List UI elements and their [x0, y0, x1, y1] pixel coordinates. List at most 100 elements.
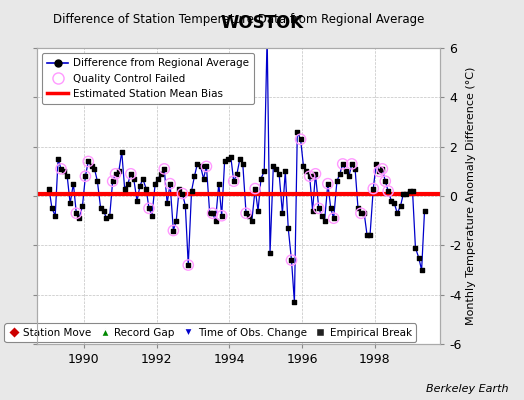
- Point: [105, 212, 114, 219]
- Point: [357, 210, 365, 216]
- Point: [51, 212, 59, 219]
- Point: [318, 212, 326, 219]
- Point: [302, 168, 311, 174]
- Point: [393, 210, 401, 216]
- Point: [402, 190, 410, 197]
- Point: [93, 178, 102, 184]
- Point: [339, 161, 347, 167]
- Point: [406, 188, 414, 194]
- Point: [157, 170, 165, 177]
- Point: [151, 180, 159, 187]
- Point: [387, 198, 396, 204]
- Point: [181, 203, 190, 209]
- Point: [297, 136, 305, 142]
- Point: [248, 218, 256, 224]
- Point: [145, 205, 153, 212]
- Point: [145, 205, 153, 212]
- Point: [369, 186, 377, 192]
- Point: [290, 299, 299, 305]
- Point: [84, 158, 93, 165]
- Point: [81, 173, 90, 180]
- Point: [102, 215, 111, 222]
- Point: [202, 163, 211, 170]
- Point: [188, 188, 196, 194]
- Point: [375, 168, 383, 174]
- Point: [211, 218, 220, 224]
- Point: [178, 190, 187, 197]
- Point: [396, 203, 405, 209]
- Point: [90, 166, 99, 172]
- Point: [314, 205, 323, 212]
- Point: [378, 166, 387, 172]
- Point: [345, 173, 353, 180]
- Point: [166, 180, 174, 187]
- Point: [108, 178, 117, 184]
- Point: [330, 215, 338, 222]
- Point: [230, 178, 238, 184]
- Point: [284, 225, 292, 231]
- Point: [420, 208, 429, 214]
- Point: [84, 158, 93, 165]
- Point: [115, 168, 123, 174]
- Point: [357, 210, 365, 216]
- Point: [281, 168, 289, 174]
- Point: [299, 163, 308, 170]
- Point: [263, 32, 271, 39]
- Point: [127, 170, 135, 177]
- Point: [347, 161, 356, 167]
- Point: [366, 232, 374, 239]
- Point: [48, 205, 56, 212]
- Point: [363, 232, 372, 239]
- Point: [360, 210, 368, 216]
- Point: [275, 170, 283, 177]
- Point: [184, 262, 192, 268]
- Point: [224, 156, 232, 162]
- Point: [257, 176, 265, 182]
- Point: [136, 183, 144, 189]
- Point: [311, 170, 320, 177]
- Point: [133, 198, 141, 204]
- Point: [320, 218, 329, 224]
- Point: [390, 200, 399, 206]
- Point: [142, 186, 150, 192]
- Point: [330, 215, 338, 222]
- Point: [81, 173, 90, 180]
- Point: [263, 32, 271, 39]
- Point: [399, 190, 408, 197]
- Point: [184, 262, 192, 268]
- Point: [209, 210, 217, 216]
- Point: [54, 156, 62, 162]
- Point: [57, 166, 65, 172]
- Point: [272, 166, 280, 172]
- Point: [233, 170, 241, 177]
- Point: [418, 267, 426, 273]
- Point: [60, 168, 69, 174]
- Point: [251, 186, 259, 192]
- Point: [169, 227, 178, 234]
- Point: [251, 186, 259, 192]
- Point: [242, 210, 250, 216]
- Point: [342, 168, 350, 174]
- Point: [202, 163, 211, 170]
- Title: Difference of Station Temperature Data from Regional Average: Difference of Station Temperature Data f…: [53, 13, 424, 26]
- Point: [160, 166, 168, 172]
- Text: Berkeley Earth: Berkeley Earth: [426, 384, 508, 394]
- Point: [217, 212, 226, 219]
- Point: [414, 254, 423, 261]
- Point: [221, 158, 229, 165]
- Point: [226, 153, 235, 160]
- Point: [121, 186, 129, 192]
- Point: [193, 161, 202, 167]
- Point: [305, 173, 314, 180]
- Point: [72, 210, 81, 216]
- Y-axis label: Monthly Temperature Anomaly Difference (°C): Monthly Temperature Anomaly Difference (…: [466, 67, 476, 325]
- Point: [78, 203, 86, 209]
- Point: [238, 161, 247, 167]
- Point: [324, 180, 332, 187]
- Point: [381, 178, 389, 184]
- Point: [242, 210, 250, 216]
- Point: [163, 200, 171, 206]
- Point: [378, 166, 387, 172]
- Point: [384, 188, 392, 194]
- Point: [326, 205, 335, 212]
